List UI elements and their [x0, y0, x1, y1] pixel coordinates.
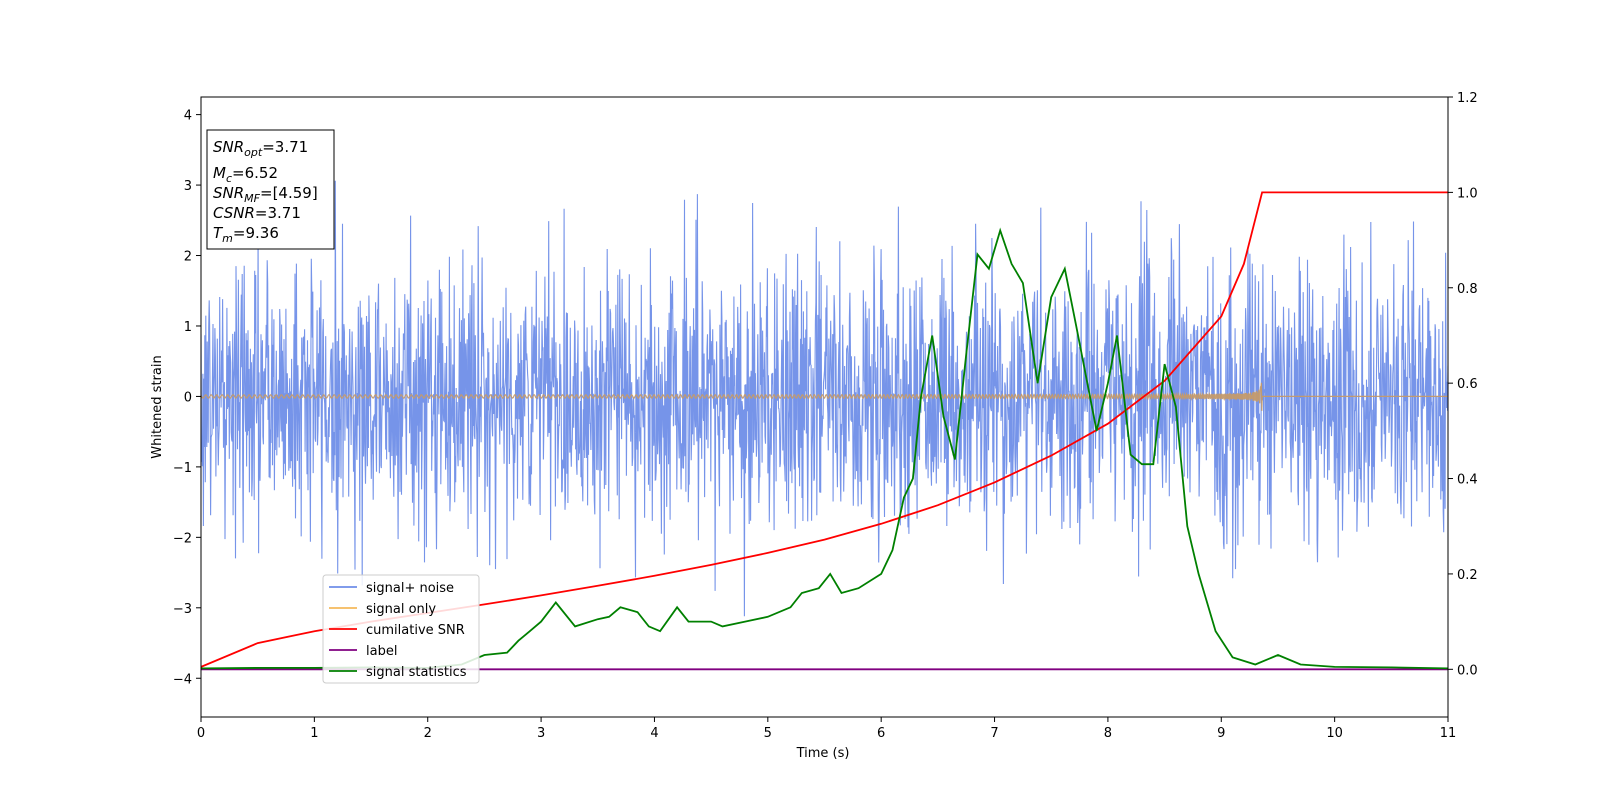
- legend-frame: [322, 574, 480, 684]
- legend: signal+ noise signal only cumilative SNR la…: [322, 574, 480, 684]
- y-tick-right-label: 1.2: [1457, 91, 1478, 106]
- legend-label: cumilative SNR: [366, 623, 465, 638]
- y-axis-right: 1.2 1.0 0.8 0.6 0.4 0.2 0.0: [1448, 91, 1478, 678]
- info-line: Tm=9.36: [213, 224, 279, 245]
- y-tick-right-label: 0.2: [1457, 568, 1478, 583]
- y-axis-label: Whitened strain: [150, 355, 165, 458]
- legend-label: signal only: [366, 602, 436, 617]
- y-tick-left-label: −2: [173, 531, 192, 546]
- y-tick-left-label: −3: [173, 602, 192, 617]
- series-signal-statistics: [201, 227, 1448, 670]
- x-tick-label: 3: [537, 726, 545, 741]
- y-tick-left-label: 1: [184, 320, 192, 335]
- legend-label: label: [366, 644, 397, 659]
- info-box-frame: [206, 129, 335, 250]
- y-tick-right-label: 1.0: [1457, 186, 1478, 201]
- x-tick-label: 2: [424, 726, 432, 741]
- y-tick-left-label: −1: [173, 461, 192, 476]
- x-tick-label: 8: [1104, 726, 1112, 741]
- y-tick-left-label: −4: [173, 672, 192, 687]
- x-tick-label: 5: [764, 726, 772, 741]
- legend-label: signal+ noise: [366, 581, 454, 596]
- y-tick-left-label: 4: [184, 109, 192, 124]
- info-line: SNRopt=3.71: [213, 138, 308, 159]
- legend-label: signal statistics: [366, 665, 467, 680]
- x-tick-label: 9: [1217, 726, 1225, 741]
- x-tick-label: 10: [1326, 726, 1343, 741]
- info-line: SNRMF=[4.59]: [213, 184, 318, 205]
- x-tick-label: 11: [1440, 726, 1457, 741]
- x-tick-label: 4: [650, 726, 658, 741]
- series-signal-noise: [201, 180, 1448, 617]
- y-axis-left: 4 3 2 1 0 −1 −2 −3 −4: [173, 109, 201, 687]
- x-tick-label: 0: [197, 726, 205, 741]
- series-signal-only: [201, 382, 1448, 411]
- y-tick-left-label: 3: [184, 179, 192, 194]
- x-tick-label: 1: [310, 726, 318, 741]
- y-tick-left-label: 0: [184, 390, 192, 405]
- y-tick-right-label: 0.6: [1457, 377, 1478, 392]
- y-tick-right-label: 0.4: [1457, 473, 1478, 488]
- info-line: CSNR=3.71: [213, 204, 301, 222]
- x-tick-label: 7: [990, 726, 998, 741]
- plot-frame: [200, 96, 1449, 718]
- y-tick-right-label: 0.0: [1457, 663, 1478, 678]
- y-tick-left-label: 2: [184, 250, 192, 265]
- x-axis: 0 1 2 3 4 5 6 7 8 9 10 11: [197, 717, 1456, 741]
- info-line: Mc=6.52: [213, 164, 278, 185]
- x-tick-label: 6: [877, 726, 885, 741]
- x-axis-label: Time (s): [796, 746, 850, 761]
- y-tick-right-label: 0.8: [1457, 282, 1478, 297]
